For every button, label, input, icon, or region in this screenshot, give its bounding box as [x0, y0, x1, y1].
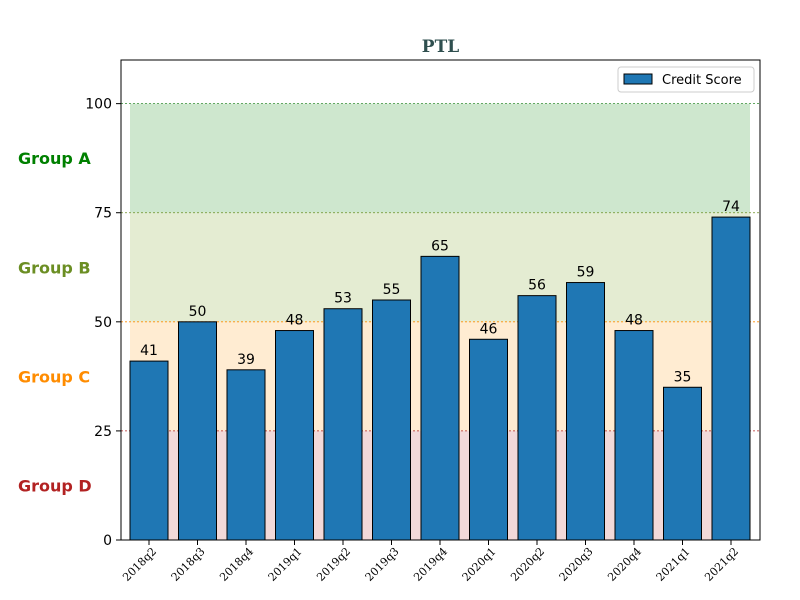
- y-ticks: 0 25 50 75 100: [85, 97, 121, 549]
- bar-2021q1: [663, 386, 702, 541]
- data-label-2019q2: 53: [334, 291, 352, 307]
- bar-2019q4: [420, 255, 460, 541]
- bar-2020q4: [614, 330, 654, 541]
- group-label-group-d: Group D: [18, 476, 92, 495]
- group-labels: Group A Group B Group C Group D: [18, 149, 92, 495]
- data-label-2020q4: 48: [625, 313, 643, 329]
- chart-title: PTL: [422, 37, 459, 57]
- x-tick-label-2020q3: 2020q3: [557, 545, 596, 584]
- legend: Credit Score: [617, 66, 755, 93]
- x-tick-label-2019q3: 2019q3: [363, 545, 402, 584]
- data-label-2019q3: 55: [383, 282, 401, 298]
- bar-2020q2: [517, 295, 557, 541]
- legend-box: [617, 66, 755, 93]
- data-label-2021q1: 35: [674, 369, 692, 385]
- bars: [129, 216, 751, 541]
- x-tick-label-2021q2: 2021q2: [702, 545, 741, 584]
- x-ticks: 2018q2 2018q3 2018q4 2019q1 2019q2 2019q3 2019…: [120, 540, 741, 584]
- bar-2020q1: [469, 338, 508, 541]
- y-tick-label-100: 100: [85, 97, 112, 113]
- data-label-2020q2: 56: [528, 278, 546, 294]
- data-label-2021q2: 74: [722, 199, 740, 215]
- bar-2019q2: [323, 308, 363, 541]
- group-label-group-c: Group C: [18, 367, 90, 386]
- bar-2021q2: [711, 216, 751, 541]
- legend-label: Credit Score: [662, 73, 742, 88]
- x-tick-label-2019q2: 2019q2: [314, 545, 353, 584]
- data-label-2019q1: 48: [286, 313, 304, 329]
- bar-2018q3: [178, 321, 217, 541]
- x-tick-label-2019q4: 2019q4: [411, 545, 450, 584]
- bar-2018q2: [129, 360, 169, 541]
- legend-swatch: [623, 73, 653, 85]
- y-tick-label-75: 75: [94, 206, 112, 222]
- y-tick-label-25: 25: [94, 424, 112, 440]
- data-label-2018q4: 39: [237, 352, 255, 368]
- data-label-2018q2: 41: [140, 343, 158, 359]
- x-tick-label-2020q1: 2020q1: [460, 545, 499, 584]
- x-tick-label-2019q1: 2019q1: [266, 545, 305, 584]
- y-tick-label-50: 50: [94, 315, 112, 331]
- data-label-2020q3: 59: [577, 265, 595, 281]
- bar-2019q1: [275, 330, 314, 541]
- x-tick-label-2020q2: 2020q2: [508, 545, 547, 584]
- bar-2020q3: [566, 282, 605, 541]
- group-label-group-a: Group A: [18, 149, 91, 168]
- x-tick-label-2020q4: 2020q4: [605, 545, 644, 584]
- x-tick-label-2018q3: 2018q3: [169, 545, 208, 584]
- x-tick-label-2021q1: 2021q1: [654, 545, 693, 584]
- y-tick-label-0: 0: [103, 533, 112, 549]
- group-label-group-b: Group B: [18, 258, 91, 277]
- bar-2019q3: [372, 299, 411, 541]
- data-labels: 41 50 39 48 53 55 65 46 56 59 48 35 74: [140, 199, 740, 385]
- x-tick-label-2018q4: 2018q4: [217, 545, 256, 584]
- data-label-2019q4: 65: [431, 238, 449, 254]
- bar-2018q4: [226, 369, 266, 541]
- x-tick-label-2018q2: 2018q2: [120, 545, 159, 584]
- band-group-a: [130, 103, 750, 213]
- data-label-2020q1: 46: [480, 321, 498, 337]
- data-label-2018q3: 50: [189, 304, 207, 320]
